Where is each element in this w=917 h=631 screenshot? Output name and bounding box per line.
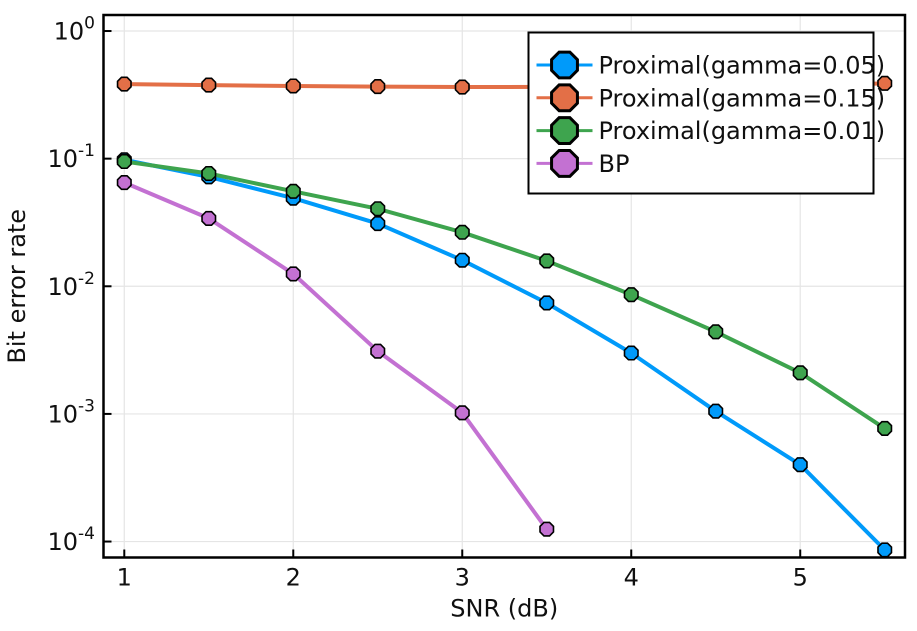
series-marker-3 <box>201 165 217 182</box>
series-marker-3 <box>116 153 132 170</box>
series-marker-3 <box>792 365 808 381</box>
series-group <box>116 75 893 558</box>
series-marker-4 <box>539 521 555 537</box>
series-marker-2 <box>454 79 470 95</box>
y-tick-label: 10-3 <box>48 396 96 428</box>
series-marker-2 <box>877 75 893 91</box>
legend: Proximal(gamma=0.05) Proximal(gamma=0.15)… <box>527 31 886 195</box>
series-marker-2 <box>116 76 132 92</box>
series-marker-3 <box>623 287 639 303</box>
legend-entry-3: Proximal(gamma=0.01) <box>536 116 886 146</box>
series-marker-3 <box>877 420 893 436</box>
series-marker-4 <box>370 343 386 359</box>
series-marker-1 <box>539 295 555 311</box>
x-tick-label: 5 <box>793 564 808 592</box>
x-tick-label: 3 <box>455 564 470 592</box>
legend-label: Proximal(gamma=0.05) <box>599 52 886 80</box>
legend-marker-octagon <box>550 50 579 80</box>
legend-entry-4: BP <box>536 148 630 178</box>
legend-label: Proximal(gamma=0.01) <box>599 117 886 145</box>
series-marker-4 <box>454 405 470 421</box>
series-marker-1 <box>877 542 893 558</box>
legend-label: BP <box>599 150 630 178</box>
y-axis-label: Bit error rate <box>3 209 31 364</box>
series-marker-3 <box>708 324 724 340</box>
series-marker-4 <box>116 174 132 191</box>
series-marker-1 <box>792 457 808 473</box>
series-marker-3 <box>454 224 470 240</box>
series-marker-3 <box>539 253 555 269</box>
series-marker-4 <box>201 210 217 226</box>
x-tick-label: 2 <box>286 564 301 592</box>
y-tick-label: 10-4 <box>48 524 96 556</box>
legend-label: Proximal(gamma=0.15) <box>599 84 886 112</box>
series-marker-2 <box>285 78 301 94</box>
series-marker-1 <box>623 345 639 361</box>
legend-marker-octagon <box>550 83 579 113</box>
series-line-3 <box>122 159 887 431</box>
series-marker-3 <box>370 201 386 217</box>
y-tick-label: 10-2 <box>48 269 96 301</box>
series-marker-1 <box>708 403 724 419</box>
series-marker-4 <box>285 266 301 282</box>
series-line-4 <box>122 180 549 532</box>
series-marker-1 <box>370 216 386 232</box>
legend-entry-1: Proximal(gamma=0.05) <box>536 50 886 80</box>
series-marker-2 <box>370 79 386 95</box>
series-marker-2 <box>201 77 217 93</box>
series-marker-1 <box>454 252 470 268</box>
x-tick-label: 1 <box>117 564 132 592</box>
series-line-1 <box>122 157 887 552</box>
legend-box <box>527 31 875 195</box>
legend-entry-2: Proximal(gamma=0.15) <box>536 83 886 113</box>
series-marker-3 <box>285 183 301 199</box>
x-axis-label: SNR (dB) <box>450 595 558 623</box>
x-tick-label: 4 <box>624 564 639 592</box>
legend-marker-octagon <box>550 148 579 178</box>
legend-marker-octagon <box>550 116 579 146</box>
